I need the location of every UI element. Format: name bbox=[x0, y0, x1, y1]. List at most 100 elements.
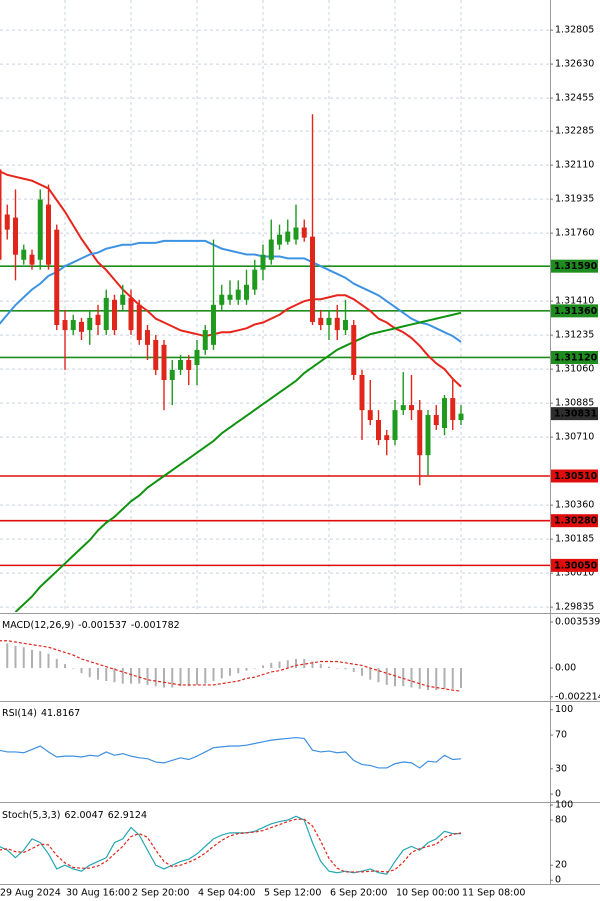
level-tag bbox=[551, 514, 598, 528]
y-tick-label: 1.32455 bbox=[555, 93, 594, 104]
candle-body bbox=[227, 294, 233, 300]
y-tick-label: 1.31760 bbox=[555, 228, 594, 239]
candle-body bbox=[62, 319, 68, 331]
candle-body bbox=[384, 435, 390, 441]
macd-bar bbox=[295, 658, 297, 669]
macd-bar bbox=[344, 668, 347, 670]
plot-area bbox=[0, 640, 462, 692]
macd-bar bbox=[311, 661, 314, 669]
macd-bar bbox=[270, 662, 273, 669]
indicator-value: -0.001537 bbox=[78, 620, 127, 631]
y-tick-label: 1.30710 bbox=[555, 432, 594, 443]
candle-body bbox=[153, 340, 159, 370]
plot-area bbox=[0, 0, 550, 612]
candle-body bbox=[433, 414, 439, 426]
candle-body bbox=[293, 227, 299, 240]
macd-bar bbox=[435, 668, 438, 691]
macd-bar bbox=[443, 668, 446, 689]
y-tick-label: 100 bbox=[555, 704, 573, 715]
macd-bar bbox=[451, 668, 454, 689]
y-tick-label: 1.30885 bbox=[555, 398, 594, 409]
indicator-value: 41.8167 bbox=[41, 708, 80, 719]
candle-body bbox=[178, 360, 183, 370]
y-tick-label: 1.29835 bbox=[555, 602, 594, 613]
y-tick-label: 0 bbox=[555, 789, 561, 800]
candle-body bbox=[392, 410, 398, 441]
candle-body bbox=[186, 360, 192, 370]
macd-bar bbox=[369, 668, 372, 680]
level-tag bbox=[551, 350, 598, 364]
macd-bar bbox=[39, 651, 42, 669]
macd-bar bbox=[113, 668, 116, 683]
last-price-label: 1.30831 bbox=[554, 409, 597, 420]
indicator-header: MACD(12,26,9) -0.001537 -0.001782 bbox=[2, 620, 180, 631]
candle-body bbox=[301, 227, 307, 238]
y-tick-label: 0 bbox=[555, 875, 561, 886]
y-tick-label: 1.32110 bbox=[555, 160, 594, 171]
y-tick-label: 1.31410 bbox=[555, 296, 594, 307]
y-tick-label: 100 bbox=[555, 800, 573, 811]
macd-bar bbox=[204, 668, 207, 684]
macd-bar bbox=[80, 668, 83, 674]
candle-body bbox=[285, 231, 291, 242]
macd-bar bbox=[220, 668, 223, 679]
macd-bar bbox=[187, 668, 190, 687]
macd-bar bbox=[410, 668, 413, 688]
plot-area bbox=[0, 736, 462, 769]
candle-body bbox=[4, 214, 10, 230]
macd-bar bbox=[14, 645, 17, 669]
candle-body bbox=[425, 414, 431, 456]
macd-bar bbox=[352, 668, 355, 672]
level-tag bbox=[551, 259, 598, 273]
candle-body bbox=[252, 269, 258, 290]
moving-average bbox=[14, 311, 462, 612]
y-tick-label: 1.32630 bbox=[555, 59, 594, 70]
candle-body bbox=[87, 317, 93, 331]
y-tick-label: 1.30185 bbox=[555, 534, 594, 545]
x-tick-label: 10 Sep 00:00 bbox=[396, 888, 459, 899]
candle-body bbox=[202, 330, 208, 350]
macd-bar bbox=[55, 658, 58, 669]
x-tick-label: 11 Sep 08:00 bbox=[462, 888, 525, 899]
plot-area bbox=[0, 815, 462, 875]
candle-body bbox=[120, 294, 126, 305]
macd-bar bbox=[460, 668, 462, 689]
candle-body bbox=[29, 254, 35, 265]
candle-body bbox=[145, 330, 150, 345]
candle-body bbox=[334, 317, 340, 331]
macd-bar bbox=[402, 668, 405, 687]
candle-body bbox=[70, 319, 76, 331]
candle-body bbox=[21, 249, 27, 260]
macd-bar bbox=[278, 661, 281, 669]
indicator-value: 62.9124 bbox=[108, 810, 147, 821]
level-tag bbox=[551, 469, 598, 483]
candle-body bbox=[169, 369, 175, 381]
macd-bar bbox=[319, 664, 322, 669]
macd-bar bbox=[6, 643, 9, 669]
candle-body bbox=[260, 254, 266, 270]
candle-body bbox=[310, 236, 315, 322]
x-tick-label: 2 Sep 20:00 bbox=[132, 888, 189, 899]
last-price-tag bbox=[551, 407, 598, 421]
candle-body bbox=[277, 234, 282, 245]
y-tick-label: 80 bbox=[555, 815, 567, 826]
macd-bar bbox=[179, 668, 182, 687]
macd-bar bbox=[427, 668, 429, 691]
macd-bar bbox=[130, 668, 132, 684]
indicator-header: RSI(14) 41.8167 bbox=[2, 708, 80, 719]
candle-body bbox=[359, 374, 365, 411]
indicator-title: RSI(14) bbox=[2, 708, 37, 719]
y-tick-label: 1.30360 bbox=[555, 500, 594, 511]
candle-body bbox=[13, 217, 18, 255]
signal-line bbox=[0, 640, 462, 692]
macd-bar bbox=[72, 668, 75, 669]
indicator-line bbox=[0, 815, 461, 875]
y-tick-label: 0.00 bbox=[555, 663, 576, 674]
y-tick-label: 0.003539 bbox=[555, 617, 600, 628]
candle-body bbox=[103, 297, 109, 331]
macd-bar bbox=[105, 668, 108, 682]
macd-bar bbox=[138, 668, 141, 684]
x-tick-label: 5 Sep 12:00 bbox=[264, 888, 321, 899]
level-tag bbox=[551, 558, 598, 572]
y-tick-label: 1.31935 bbox=[555, 194, 594, 205]
